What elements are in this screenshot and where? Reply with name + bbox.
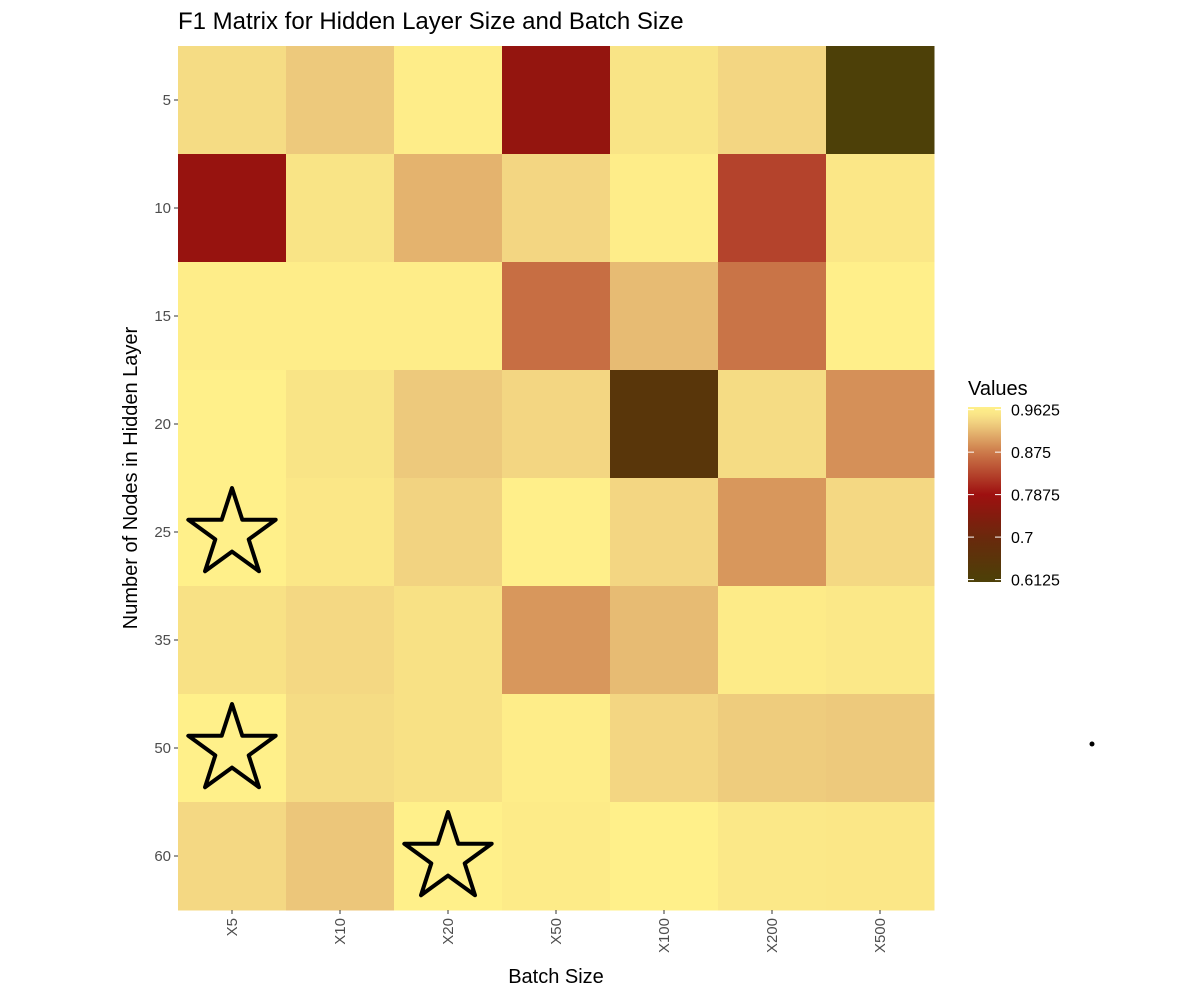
legend-ticks: 0.9625 0.875 0.7875 0.7 0.6125 <box>968 403 1060 590</box>
stray-dot <box>1089 741 1095 747</box>
heatmap-cell <box>286 694 395 803</box>
y-tick-label: 10 <box>154 200 171 217</box>
legend-label: 0.7875 <box>1011 488 1060 505</box>
highlight-star <box>186 486 278 574</box>
x-tick-label: X5 <box>224 918 241 936</box>
y-tick-label: 15 <box>154 308 171 325</box>
heatmap-cell <box>826 262 935 371</box>
heatmap-cell <box>178 370 287 479</box>
legend-label: 0.6125 <box>1011 573 1060 590</box>
heatmap-cell <box>394 586 503 695</box>
heatmap-cell <box>610 586 719 695</box>
heatmap-cell <box>178 694 287 803</box>
heatmap-cell <box>394 478 503 587</box>
heatmap-cell <box>718 478 827 587</box>
heatmap-cell <box>286 262 395 371</box>
y-tick-label: 5 <box>163 92 171 109</box>
heatmap-cell <box>502 262 611 371</box>
heatmap-cell <box>610 802 719 911</box>
heatmap-cell <box>286 586 395 695</box>
heatmap-cell <box>718 802 827 911</box>
y-axis-title: Number of Nodes in Hidden Layer <box>120 326 142 629</box>
x-axis-title: Batch Size <box>508 966 604 988</box>
x-tick-label: X10 <box>332 918 349 945</box>
legend: Values 0.9625 0.875 0.7875 0.7 0.6125 <box>968 378 1060 590</box>
heatmap-cell <box>394 370 503 479</box>
x-tick-label: X50 <box>548 918 565 945</box>
heatmap-cells <box>178 46 935 911</box>
heatmap-cell <box>718 694 827 803</box>
legend-label: 0.7 <box>1011 530 1033 547</box>
heatmap-cell <box>502 586 611 695</box>
highlight-star <box>402 810 494 898</box>
heatmap-cell <box>178 154 287 263</box>
x-tick-label: X200 <box>764 918 781 953</box>
heatmap-cell <box>718 46 827 155</box>
y-tick-label: 50 <box>154 740 171 757</box>
y-tick-label: 60 <box>154 848 171 865</box>
heatmap-cell <box>178 478 287 587</box>
heatmap-cell <box>826 370 935 479</box>
y-tick-label: 35 <box>154 632 171 649</box>
chart-title: F1 Matrix for Hidden Layer Size and Batc… <box>178 8 684 35</box>
heatmap-cell <box>286 478 395 587</box>
heatmap-cell <box>826 802 935 911</box>
heatmap-cell <box>502 694 611 803</box>
legend-label: 0.9625 <box>1011 403 1060 420</box>
heatmap-cell <box>826 478 935 587</box>
legend-title: Values <box>968 378 1028 400</box>
heatmap-cell <box>178 586 287 695</box>
heatmap-cell <box>718 586 827 695</box>
heatmap-cell <box>610 262 719 371</box>
heatmap-cell <box>610 694 719 803</box>
heatmap-cell <box>178 46 287 155</box>
heatmap-cell <box>394 154 503 263</box>
heatmap-cell <box>286 802 395 911</box>
highlight-stars <box>186 486 494 898</box>
heatmap-cell <box>502 154 611 263</box>
y-tick-label: 25 <box>154 524 171 541</box>
heatmap-cell <box>286 46 395 155</box>
x-axis-ticks: X5 X10 X20 X50 X100 X200 X500 <box>224 910 889 953</box>
heatmap-cell <box>826 586 935 695</box>
heatmap-cell <box>826 694 935 803</box>
heatmap-cell <box>394 802 503 911</box>
heatmap-cell <box>502 802 611 911</box>
heatmap-cell <box>718 262 827 371</box>
heatmap-cell <box>394 46 503 155</box>
heatmap-cell <box>178 802 287 911</box>
y-tick-label: 20 <box>154 416 171 433</box>
x-tick-label: X20 <box>440 918 457 945</box>
heatmap-cell <box>610 478 719 587</box>
x-tick-label: X500 <box>872 918 889 953</box>
heatmap-cell <box>610 154 719 263</box>
heatmap-cell <box>718 154 827 263</box>
heatmap-cell <box>826 154 935 263</box>
heatmap-cell <box>502 46 611 155</box>
y-axis-ticks: 5 10 15 20 25 35 50 60 <box>154 92 178 865</box>
legend-label: 0.875 <box>1011 445 1051 462</box>
heatmap-cell <box>718 370 827 479</box>
heatmap-cell <box>610 370 719 479</box>
heatmap-cell <box>502 478 611 587</box>
heatmap-cell <box>394 694 503 803</box>
heatmap-cell <box>286 370 395 479</box>
heatmap-cell <box>286 154 395 263</box>
heatmap-cell <box>178 262 287 371</box>
heatmap-cell <box>610 46 719 155</box>
x-tick-label: X100 <box>656 918 673 953</box>
highlight-star <box>186 702 278 790</box>
heatmap-cell <box>502 370 611 479</box>
heatmap-cell <box>394 262 503 371</box>
heatmap-cell <box>826 46 935 155</box>
